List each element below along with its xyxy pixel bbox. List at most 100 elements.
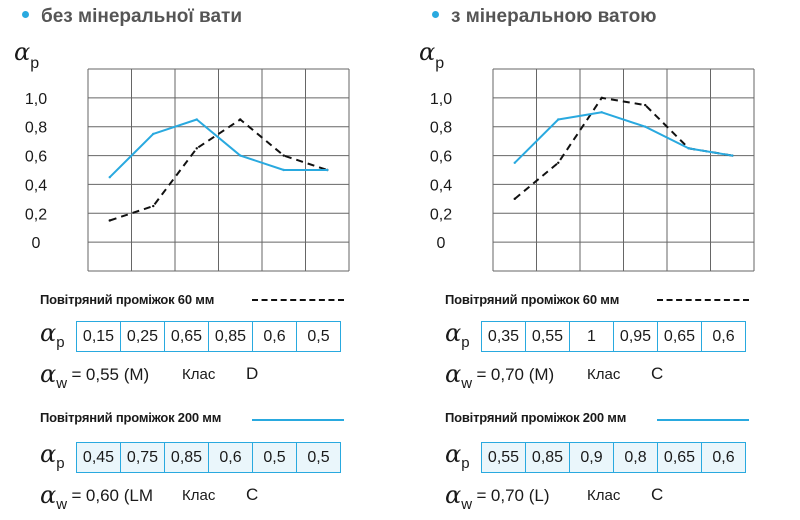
- alpha-p-symbol: αp: [445, 440, 470, 472]
- series-line-200mm: [514, 111, 733, 164]
- y-tick-label: 0: [437, 235, 446, 252]
- panel-without-wool: без мінеральної вати 00,20,40,60,81,0125…: [14, 6, 350, 513]
- gap-60-label: Повітряний проміжок 60 мм: [40, 292, 215, 307]
- class-value: C: [651, 485, 664, 504]
- data-point: [282, 168, 285, 172]
- alpha-p-symbol: αp: [40, 319, 65, 351]
- value-cell: 0,55: [526, 322, 570, 351]
- data-point: [326, 168, 329, 172]
- absorption-chart: 00,20,40,60,81,0125250500100020004000Гцα…: [14, 38, 350, 272]
- y-axis-label: αp: [14, 38, 39, 72]
- data-point: [195, 118, 198, 121]
- data-point: [108, 219, 111, 222]
- alpha-w-value: 0,60 (LM: [85, 486, 153, 505]
- y-tick-label: 0: [32, 235, 41, 252]
- legend-dashed-line: [252, 299, 344, 301]
- value-cell: 0,6: [253, 322, 297, 351]
- value-cell: 0,85: [165, 443, 209, 472]
- panel-title-text: з мінеральною ватою: [451, 6, 657, 27]
- data-point: [195, 147, 198, 150]
- gap-60-label: Повітряний проміжок 60 мм: [445, 292, 620, 307]
- bullet-icon: [22, 11, 29, 19]
- panel-title: без мінеральної вати: [22, 6, 242, 28]
- alpha-w-value: 0,55 (M): [85, 365, 150, 384]
- panel-title: з мінеральною ватою: [432, 6, 657, 28]
- alpha-w-row-60: αw = 0,55 (M) Клас D: [40, 360, 259, 392]
- value-cell: 0,65: [658, 443, 702, 472]
- y-tick-label: 0,2: [430, 206, 452, 223]
- alpha-p-values-200: 0,45 0,75 0,85 0,6 0,5 0,5: [76, 442, 341, 473]
- class-label: Клас: [587, 487, 621, 504]
- value-cell: 0,65: [165, 322, 209, 351]
- alpha-w-value: 0,70 (L): [490, 486, 550, 505]
- alpha-w-symbol: αw: [445, 360, 473, 392]
- gap-200-label: Повітряний проміжок 200 мм: [445, 410, 627, 425]
- alpha-w-symbol: αw: [40, 360, 68, 392]
- legend-dashed-line: [657, 299, 749, 301]
- series-line-60mm: [109, 118, 328, 222]
- data-point: [644, 125, 647, 128]
- value-cell: 0,85: [526, 443, 570, 472]
- class-value: C: [246, 485, 259, 504]
- value-cell: 0,45: [77, 443, 121, 472]
- data-point: [557, 161, 560, 164]
- y-tick-label: 0,6: [25, 149, 47, 166]
- value-cell: 0,5: [307, 449, 330, 466]
- class-value: C: [651, 364, 664, 383]
- legend-solid-line: [252, 419, 344, 421]
- class-label: Клас: [182, 366, 216, 383]
- data-point: [731, 154, 734, 157]
- value-cell: 0,5: [307, 328, 330, 345]
- value-cell: 0,75: [121, 443, 165, 472]
- data-point: [687, 147, 690, 150]
- absorption-chart: 00,20,40,60,81,0125250500100020004000Гцα…: [419, 38, 755, 272]
- alpha-w-row-60: αw = 0,70 (M) Клас C: [445, 360, 664, 392]
- value-cell: 0,55: [482, 443, 526, 472]
- value-cell: 0,9: [570, 443, 614, 472]
- gap-200-label: Повітряний проміжок 200 мм: [40, 410, 222, 425]
- value-cell: 0,95: [614, 322, 658, 351]
- bullet-icon: [432, 11, 439, 19]
- value-cell: 0,65: [658, 322, 702, 351]
- value-cell: 0,25: [121, 322, 165, 351]
- y-tick-label: 0,8: [25, 120, 47, 137]
- value-cell: 0,6: [712, 449, 735, 466]
- alpha-p-values-60: 0,15 0,25 0,65 0,85 0,6 0,5: [76, 321, 341, 352]
- value-cell: 0,6: [712, 328, 735, 345]
- value-cell: 0,35: [482, 322, 526, 351]
- panel-title-text: без мінеральної вати: [41, 6, 243, 27]
- y-axis-label: αp: [419, 38, 444, 72]
- data-point: [239, 154, 242, 157]
- value-cell: 0,8: [614, 443, 658, 472]
- y-tick-label: 1,0: [25, 91, 47, 108]
- alpha-p-values-200: 0,55 0,85 0,9 0,8 0,65 0,6: [481, 442, 746, 473]
- y-tick-label: 0,8: [430, 120, 452, 137]
- series-line-200mm: [109, 118, 328, 178]
- y-tick-label: 0,4: [430, 177, 452, 194]
- y-tick-label: 1,0: [430, 91, 452, 108]
- y-tick-label: 0,2: [25, 206, 47, 223]
- class-label: Клас: [587, 366, 621, 383]
- data-point: [513, 197, 516, 201]
- data-point: [239, 118, 242, 121]
- alpha-w-symbol: αw: [445, 481, 473, 513]
- alpha-p-symbol: αp: [445, 319, 470, 351]
- data-point: [644, 103, 647, 107]
- value-cell: 0,85: [209, 322, 253, 351]
- data-point: [108, 176, 111, 179]
- value-cell: 0,5: [253, 443, 297, 472]
- alpha-w-row-200: αw = 0,60 (LM Клас C: [40, 481, 259, 513]
- class-label: Клас: [182, 487, 216, 504]
- legend-solid-line: [657, 419, 749, 421]
- data-point: [282, 154, 285, 157]
- value-cell: 1: [570, 322, 614, 351]
- data-point: [152, 204, 155, 208]
- series-line-60mm: [514, 96, 733, 200]
- alpha-p-symbol: αp: [40, 440, 65, 472]
- alpha-w-row-200: αw = 0,70 (L) Клас C: [445, 481, 664, 513]
- data-point: [152, 132, 155, 136]
- alpha-w-value: 0,70 (M): [490, 365, 555, 384]
- value-cell: 0,15: [77, 322, 121, 351]
- data-point: [600, 96, 603, 100]
- data-point: [600, 111, 603, 114]
